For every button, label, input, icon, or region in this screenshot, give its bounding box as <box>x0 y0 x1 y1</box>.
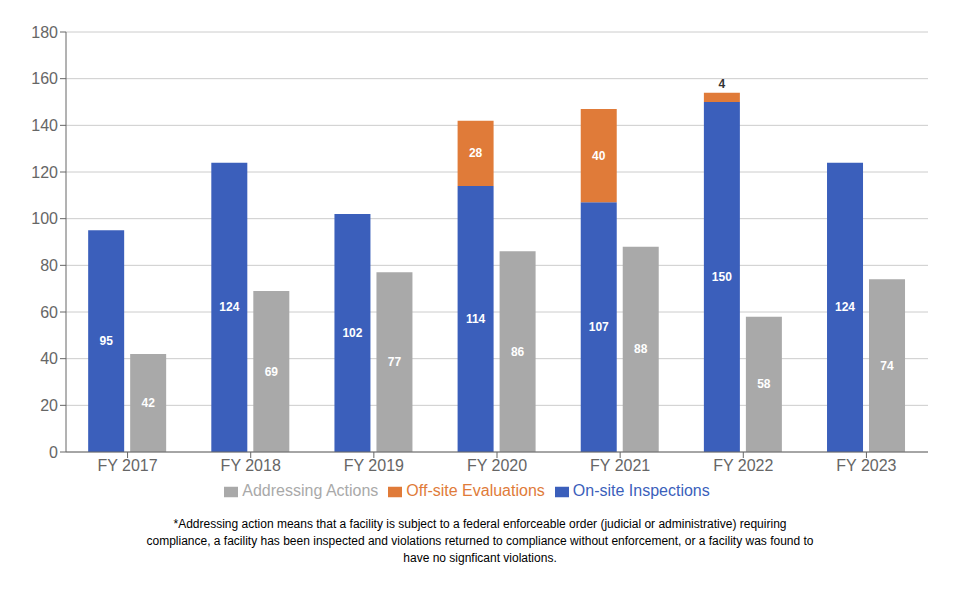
svg-text:20: 20 <box>40 397 58 414</box>
svg-text:FY 2019: FY 2019 <box>344 457 404 474</box>
svg-text:FY 2021: FY 2021 <box>590 457 650 474</box>
svg-text:28: 28 <box>469 146 483 160</box>
svg-text:FY 2022: FY 2022 <box>713 457 773 474</box>
svg-text:107: 107 <box>589 320 609 334</box>
svg-text:80: 80 <box>40 257 58 274</box>
html-text:On-site Inspections: On-site Inspections <box>572 482 710 499</box>
html-text:*Addressing action means that: *Addressing action means that a facility… <box>173 517 787 531</box>
svg-text:40: 40 <box>592 149 606 163</box>
svg-text:95: 95 <box>99 334 113 348</box>
svg-text:69: 69 <box>265 365 279 379</box>
svg-text:100: 100 <box>31 210 58 227</box>
svg-text:4: 4 <box>719 77 726 91</box>
svg-text:150: 150 <box>712 270 732 284</box>
svg-text:FY 2020: FY 2020 <box>467 457 527 474</box>
svg-text:77: 77 <box>388 355 402 369</box>
svg-text:86: 86 <box>511 345 525 359</box>
svg-text:120: 120 <box>31 164 58 181</box>
svg-text:140: 140 <box>31 117 58 134</box>
svg-text:160: 160 <box>31 70 58 87</box>
svg-text:42: 42 <box>141 396 155 410</box>
svg-text:102: 102 <box>342 326 362 340</box>
svg-text:40: 40 <box>40 350 58 367</box>
svg-text:0: 0 <box>49 444 58 461</box>
svg-text:FY 2018: FY 2018 <box>221 457 281 474</box>
html-text:have no signficant violations.: have no signficant violations. <box>403 551 557 565</box>
svg-text:124: 124 <box>219 300 239 314</box>
svg-text:60: 60 <box>40 304 58 321</box>
svg-text:FY 2017: FY 2017 <box>97 457 157 474</box>
html-text:Addressing Actions: Addressing Actions <box>242 482 379 499</box>
svg-text:88: 88 <box>634 342 648 356</box>
html-text:compliance, a facility has bee: compliance, a facility has been inspecte… <box>146 534 814 548</box>
svg-text:114: 114 <box>466 312 486 326</box>
html-text:Off-site Evaluations: Off-site Evaluations <box>406 482 545 499</box>
svg-text:58: 58 <box>757 377 771 391</box>
svg-text:124: 124 <box>835 300 855 314</box>
svg-text:FY 2023: FY 2023 <box>836 457 896 474</box>
svg-text:180: 180 <box>31 24 58 41</box>
svg-text:74: 74 <box>880 359 894 373</box>
